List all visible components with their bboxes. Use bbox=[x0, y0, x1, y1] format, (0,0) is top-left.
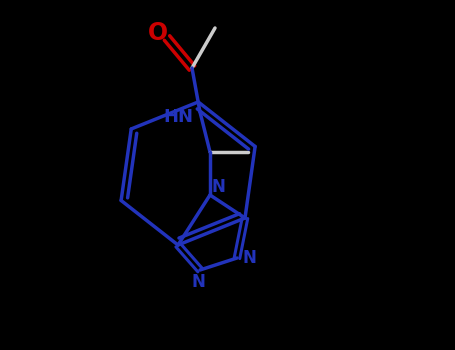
Text: O: O bbox=[148, 21, 168, 45]
Text: N: N bbox=[191, 273, 205, 291]
Text: N: N bbox=[242, 249, 256, 267]
Text: HN: HN bbox=[163, 108, 193, 126]
Text: N: N bbox=[211, 178, 225, 196]
